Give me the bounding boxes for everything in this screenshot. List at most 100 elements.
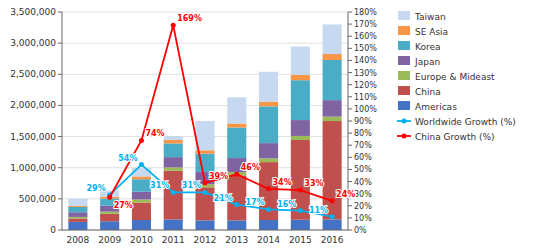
bar bbox=[227, 128, 246, 159]
marker bbox=[139, 138, 144, 143]
x-tick-label: 2013 bbox=[225, 235, 248, 245]
y2-tick-label: 20% bbox=[354, 202, 372, 211]
line bbox=[110, 25, 332, 201]
x-tick-label: 2014 bbox=[257, 235, 280, 245]
legend-swatch bbox=[398, 41, 410, 50]
legend-swatch bbox=[398, 71, 410, 80]
bar bbox=[164, 136, 183, 140]
bar bbox=[291, 47, 310, 75]
tick-mark bbox=[58, 167, 62, 168]
marker bbox=[330, 198, 335, 203]
data-label: 24% bbox=[336, 190, 355, 199]
y-tick-label: 500,000 bbox=[19, 194, 56, 204]
tick-mark bbox=[348, 48, 352, 49]
bar bbox=[68, 217, 87, 219]
y2-tick-label: 170% bbox=[354, 20, 377, 29]
data-label: 31% bbox=[182, 181, 201, 190]
legend-label: Americas bbox=[415, 102, 457, 112]
y2-tick-label: 120% bbox=[354, 81, 377, 90]
tick-mark bbox=[58, 43, 62, 44]
chart: 0500,0001,000,0001,500,0002,000,0002,500… bbox=[0, 0, 542, 252]
bar bbox=[195, 220, 214, 230]
bar bbox=[259, 102, 278, 107]
data-label: 11% bbox=[309, 206, 328, 215]
bar bbox=[164, 219, 183, 230]
tick-mark bbox=[348, 72, 352, 73]
bar bbox=[164, 171, 183, 220]
x-tick-label: 2011 bbox=[162, 235, 185, 245]
y-tick-label: 1,500,000 bbox=[10, 132, 56, 142]
bar bbox=[291, 220, 310, 230]
bar bbox=[323, 100, 342, 117]
y2-tick-label: 30% bbox=[354, 190, 372, 199]
y2-tick-label: 40% bbox=[354, 178, 372, 187]
y2-tick-label: 50% bbox=[354, 165, 372, 174]
y2-tick-label: 80% bbox=[354, 129, 372, 138]
legend-label: SE Asia bbox=[415, 27, 448, 37]
data-label: 169% bbox=[177, 14, 202, 23]
bar bbox=[259, 72, 278, 102]
bar bbox=[323, 60, 342, 100]
legend-label: China bbox=[415, 87, 441, 97]
x-tick-label: 2010 bbox=[130, 235, 153, 245]
bar bbox=[323, 24, 342, 54]
bar bbox=[323, 219, 342, 230]
bar bbox=[68, 212, 87, 217]
legend-swatch bbox=[398, 26, 410, 35]
bar bbox=[132, 176, 151, 179]
marker bbox=[298, 188, 303, 193]
tick-mark bbox=[348, 96, 352, 97]
bar bbox=[195, 154, 214, 172]
marker bbox=[266, 207, 271, 212]
data-label: 54% bbox=[118, 154, 137, 163]
bar bbox=[291, 80, 310, 120]
y2-tick-label: 10% bbox=[354, 214, 372, 223]
data-label: 34% bbox=[273, 178, 292, 187]
legend-swatch bbox=[398, 56, 410, 65]
y-tick-label: 3,500,000 bbox=[10, 7, 56, 17]
legend-label: Taiwan bbox=[414, 12, 446, 22]
tick-mark bbox=[348, 205, 352, 206]
bar bbox=[259, 220, 278, 230]
tick-mark bbox=[348, 121, 352, 122]
tick-mark bbox=[348, 181, 352, 182]
data-label: 21% bbox=[214, 194, 233, 203]
marker bbox=[234, 202, 239, 207]
y2-tick-label: 90% bbox=[354, 117, 372, 126]
x-tick-label: 2012 bbox=[194, 235, 217, 245]
bar bbox=[68, 199, 87, 206]
grid-line bbox=[62, 12, 348, 13]
data-label: 27% bbox=[114, 201, 133, 210]
y2-tick-label: 140% bbox=[354, 56, 377, 65]
line bbox=[110, 165, 332, 217]
marker bbox=[330, 214, 335, 219]
bar bbox=[68, 206, 87, 207]
x-tick-label: 2008 bbox=[66, 235, 89, 245]
y2-tick-label: 160% bbox=[354, 32, 377, 41]
marker bbox=[234, 172, 239, 177]
legend-label: Japan bbox=[414, 57, 440, 67]
bar bbox=[259, 162, 278, 220]
bar bbox=[132, 220, 151, 230]
tick-mark bbox=[348, 230, 352, 231]
tick-mark bbox=[348, 133, 352, 134]
tick-mark bbox=[348, 169, 352, 170]
data-label: 31% bbox=[150, 181, 169, 190]
tick-mark bbox=[58, 136, 62, 137]
marker bbox=[298, 208, 303, 213]
bar bbox=[291, 136, 310, 140]
y2-tick-label: 0% bbox=[354, 226, 367, 235]
tick-mark bbox=[58, 230, 62, 231]
tick-mark bbox=[348, 84, 352, 85]
bar bbox=[132, 199, 151, 202]
y-tick-label: 2,500,000 bbox=[10, 69, 56, 79]
marker bbox=[203, 180, 208, 185]
tick-mark bbox=[348, 24, 352, 25]
bar bbox=[100, 214, 119, 221]
legend-label: Europe & Mideast bbox=[415, 72, 495, 82]
legend-swatch bbox=[398, 11, 410, 20]
tick-mark bbox=[58, 74, 62, 75]
x-tick-label: 2016 bbox=[321, 235, 344, 245]
data-label: 17% bbox=[245, 198, 264, 207]
bar bbox=[291, 75, 310, 80]
